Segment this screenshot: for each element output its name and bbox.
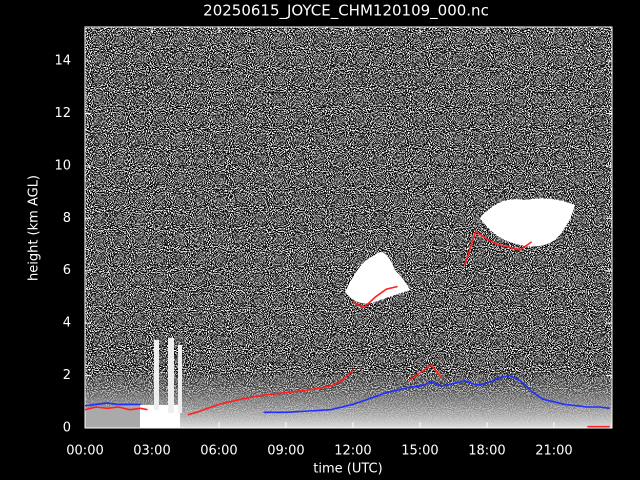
y-tick-label: 14 [54, 54, 71, 69]
x-tick-label: 06:00 [200, 444, 237, 459]
x-tick-label: 18:00 [468, 444, 505, 459]
y-tick-label: 6 [63, 263, 71, 278]
y-tick-label: 8 [63, 211, 71, 226]
x-tick-label: 09:00 [267, 444, 304, 459]
series-line [84, 230, 610, 428]
y-tick-label: 4 [63, 316, 71, 331]
x-tick-label: 03:00 [133, 444, 170, 459]
chart-title: 20250615_JOYCE_CHM120109_000.nc [203, 2, 489, 21]
y-tick-label: 0 [63, 421, 71, 436]
x-tick-label: 12:00 [334, 444, 371, 459]
y-tick-label: 10 [54, 158, 71, 173]
y-tick-label: 12 [54, 106, 71, 121]
x-tick-label: 15:00 [401, 444, 438, 459]
x-axis-label: time (UTC) [313, 462, 382, 477]
plot-frame [84, 26, 613, 429]
y-tick-label: 2 [63, 368, 71, 383]
x-tick-label: 00:00 [66, 444, 103, 459]
x-tick-label: 21:00 [535, 444, 572, 459]
series-line [84, 374, 610, 414]
backscatter-field [85, 27, 612, 428]
y-axis-label: height (km AGL) [27, 175, 42, 281]
